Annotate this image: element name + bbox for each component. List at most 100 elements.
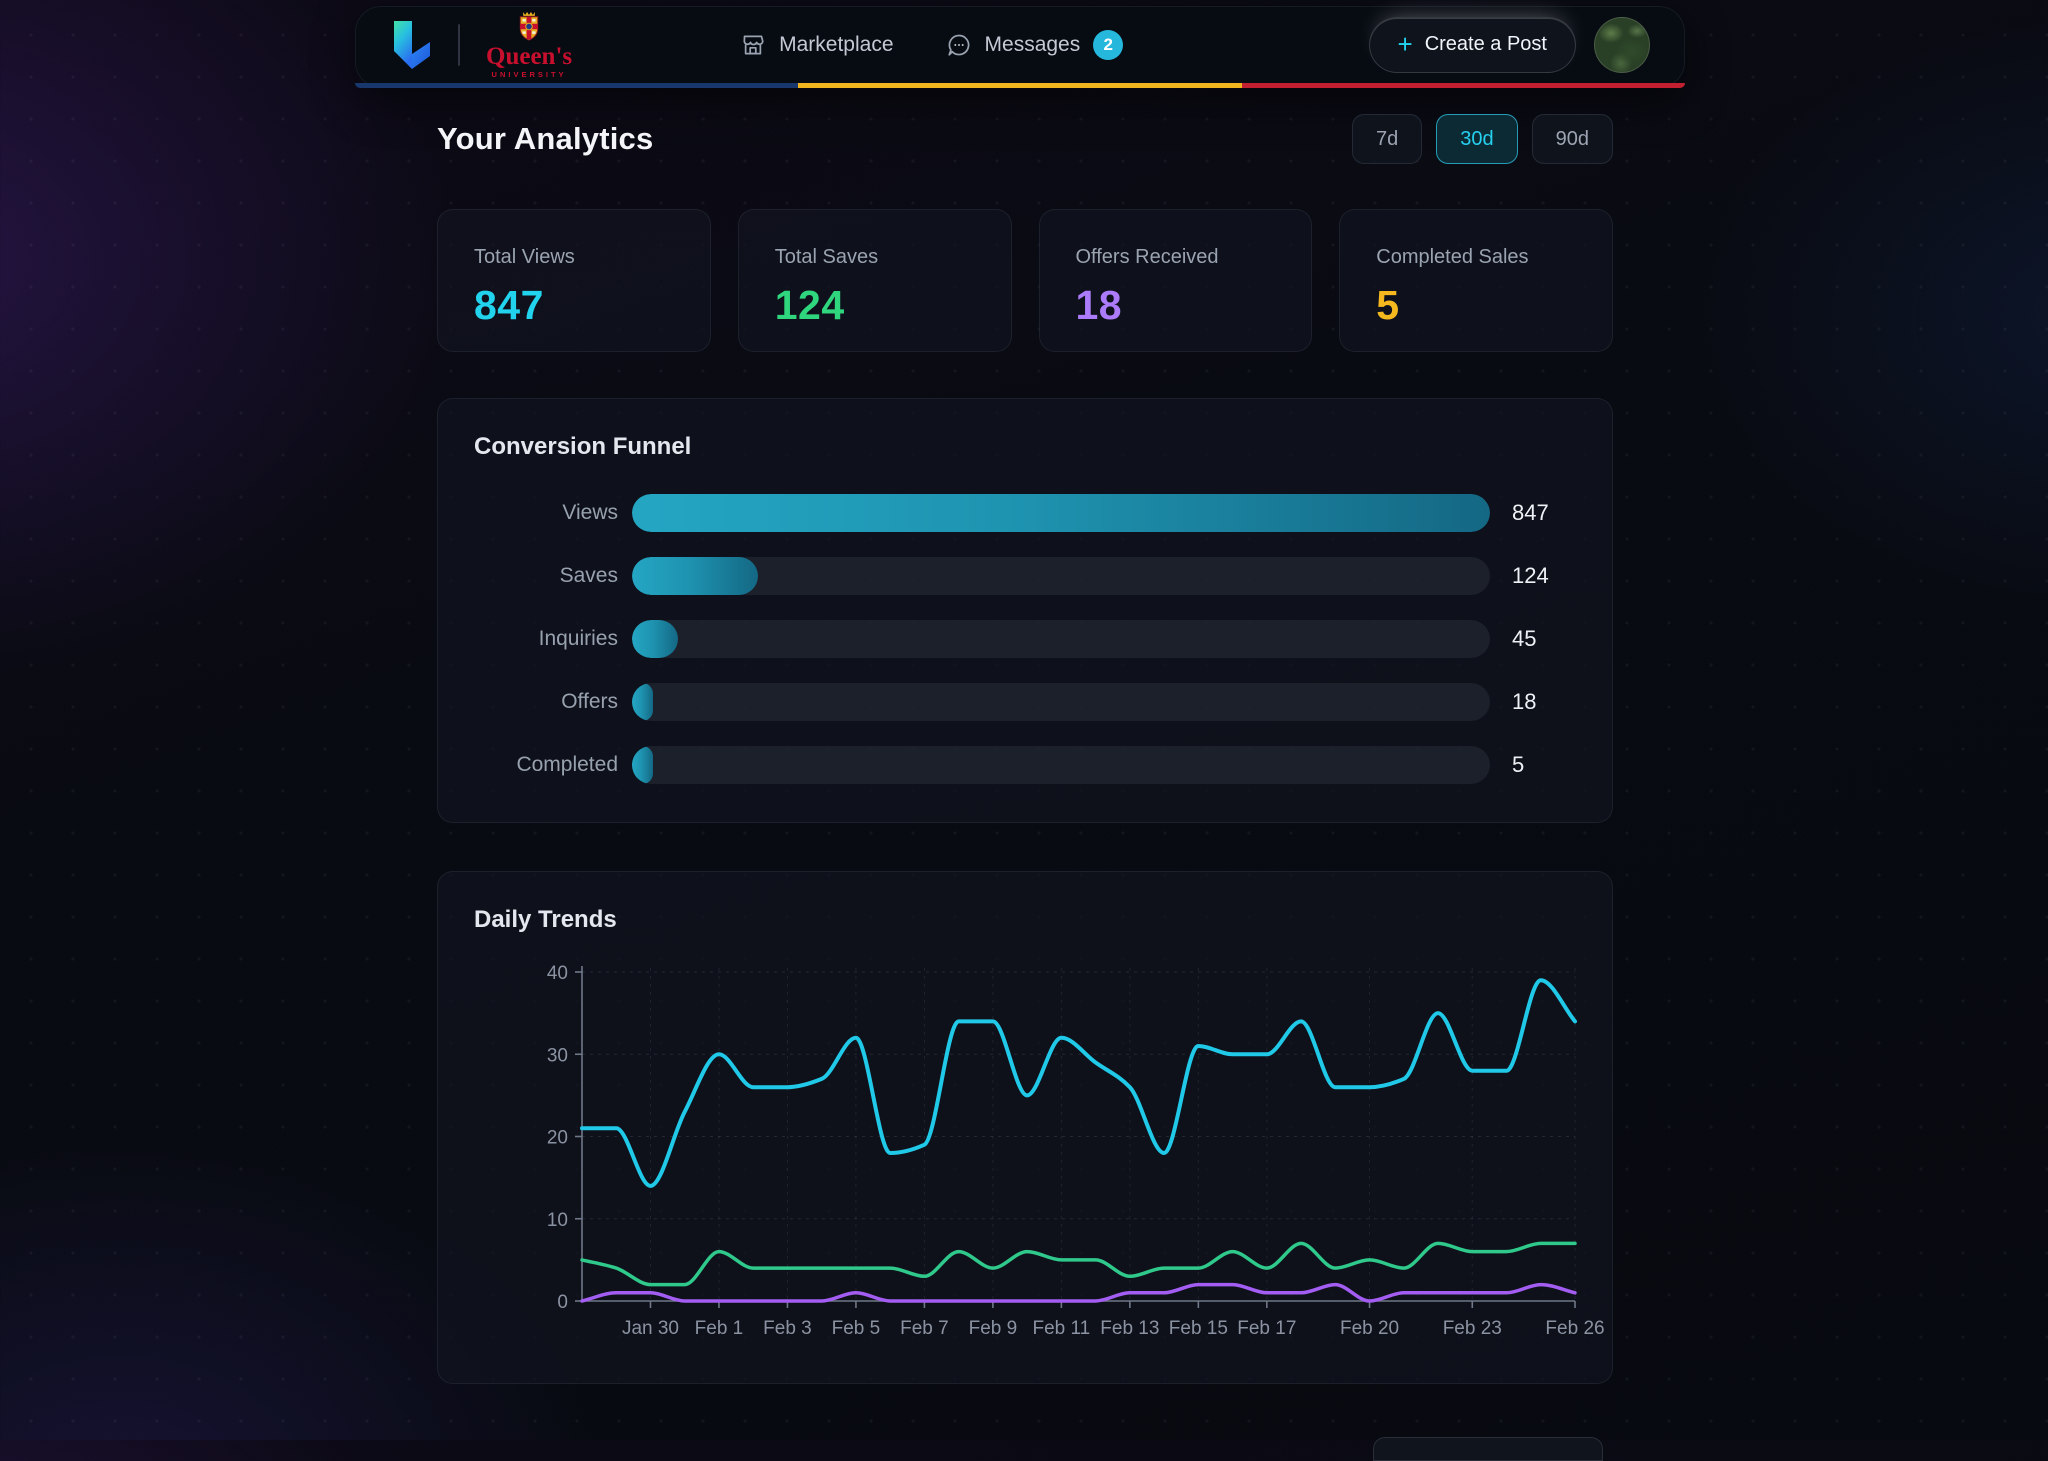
x-axis-tick-label: Feb 17 [1237,1318,1296,1339]
stat-value: 847 [474,282,544,328]
funnel-bar-fill [632,620,678,658]
x-axis-tick-label: Feb 5 [832,1318,881,1339]
stat-label: Completed Sales [1376,246,1529,268]
create-post-label: Create a Post [1424,33,1547,55]
stat-card-completed-sales: Completed Sales 5 [1339,209,1613,352]
funnel-row-label: Views [562,501,618,524]
x-axis-tick-label: Jan 30 [622,1318,679,1339]
funnel-bar-fill [632,494,1490,532]
funnel-rows: Views 847 Saves 124 Inquiries 45 Offers … [474,494,1576,784]
funnel-bar-fill [632,557,758,595]
conversion-funnel-card: Conversion Funnel Views 847 Saves 124 In… [437,398,1613,823]
funnel-row-value: 18 [1512,689,1537,714]
page-header: Your Analytics 7d 30d 90d [437,113,1613,165]
x-axis-tick-label: Feb 1 [695,1318,744,1339]
x-axis-tick-label: Feb 26 [1545,1318,1604,1339]
stat-value: 5 [1376,282,1400,328]
nav-menu: Marketplace Messages 2 [740,29,1124,60]
x-axis-tick-label: Feb 20 [1340,1318,1399,1339]
y-axis-tick-label: 20 [547,1128,568,1149]
x-axis-tick-label: Feb 13 [1100,1318,1159,1339]
queens-wordmark-sub: UNIVERSITY [491,70,567,80]
messages-count-badge: 2 [1093,29,1124,60]
funnel-bar-fill [632,746,653,784]
funnel-bar-track [632,683,1490,721]
navbar-actions: + Create a Post [1368,16,1650,73]
analytics-page: Your Analytics 7d 30d 90d Total Views 84… [437,0,1613,1461]
nav-item-label: Messages [984,32,1081,56]
x-axis-tick-label: Feb 15 [1169,1318,1228,1339]
funnel-bar-track [632,620,1490,658]
daily-trends-chart: 0 10 20 30 40 Jan 30 Feb 1 Feb 3 Feb 5 Feb 7 Feb 9… [474,949,1605,1349]
stats-row: Total Views 847 Total Saves 124 Offers R… [437,209,1613,352]
stat-card-total-views: Total Views 847 [437,209,711,352]
funnel-bar-track [632,746,1490,784]
funnel-bar-fill [632,683,653,721]
x-axis-tick-label: Feb 23 [1443,1318,1502,1339]
chat-icon [947,34,969,56]
funnel-row-saves: Saves 124 [474,557,1576,595]
y-axis-tick-label: 30 [547,1045,568,1066]
trends-title: Daily Trends [474,906,617,933]
funnel-row-label: Inquiries [538,627,618,650]
partially-visible-card [1373,1437,1603,1461]
funnel-bar-track [632,557,1490,595]
app-logo-glyph [394,20,430,69]
nav-divider [458,23,460,66]
funnel-row-views: Views 847 [474,494,1576,532]
range-button-30d[interactable]: 30d [1436,114,1518,164]
page-title: Your Analytics [437,121,654,156]
funnel-row-label: Saves [559,564,618,587]
x-axis-tick-label: Feb 11 [1033,1318,1091,1339]
y-axis-tick-label: 40 [547,963,568,984]
create-post-button[interactable]: + Create a Post [1368,16,1576,73]
app-logo-icon[interactable] [392,19,432,71]
series-line-views [580,978,1577,1188]
user-avatar[interactable] [1594,16,1650,73]
x-axis-tick-label: Feb 7 [900,1318,949,1339]
nav-item-label: Marketplace [779,32,894,56]
funnel-row-value: 124 [1512,563,1549,588]
navbar-brand-group: Queen's UNIVERSITY [392,10,572,79]
funnel-title: Conversion Funnel [474,433,692,460]
plus-icon: + [1397,28,1413,59]
x-axis-tick-label: Feb 3 [763,1318,812,1339]
stat-label: Offers Received [1075,246,1219,268]
funnel-row-completed: Completed 5 [474,746,1576,784]
stat-label: Total Saves [774,246,879,268]
tricolor-red [1241,83,1685,88]
range-button-90d[interactable]: 90d [1531,114,1613,164]
queens-crest-icon [519,12,539,41]
time-range-group: 7d 30d 90d [1352,114,1613,164]
range-button-7d[interactable]: 7d [1352,114,1423,164]
stat-value: 124 [774,282,845,328]
tricolor-gold [798,83,1242,88]
series-line-offers [580,1282,1577,1303]
stat-card-total-saves: Total Saves 124 [737,209,1012,352]
daily-trends-card: Daily Trends 0 10 20 30 40 Jan 30 Feb 1 Feb 3 Fe… [437,871,1613,1384]
funnel-row-label: Offers [561,690,618,713]
tricolor-blue [355,83,799,88]
series-line-saves [580,1241,1577,1287]
funnel-row-value: 45 [1512,626,1537,651]
x-axis-tick-label: Feb 9 [969,1318,1018,1339]
storefront-icon [743,34,764,55]
queens-tricolor-bar [355,83,1685,88]
y-axis-tick-label: 0 [557,1292,568,1313]
stat-value: 18 [1075,282,1123,328]
stat-label: Total Views [474,246,575,268]
y-axis-tick-label: 10 [547,1210,568,1231]
funnel-row-value: 847 [1512,500,1549,525]
trends-chart-svg: 0 10 20 30 40 Jan 30 Feb 1 Feb 3 Feb 5 Feb 7 Feb 9… [547,963,1605,1339]
funnel-row-offers: Offers 18 [474,683,1576,721]
queens-wordmark: Queen's [486,43,573,71]
navbar: Queen's UNIVERSITY Marketplace Messages … [355,6,1685,88]
stat-card-offers-received: Offers Received 18 [1038,209,1313,352]
funnel-row-inquiries: Inquiries 45 [474,620,1576,658]
funnel-row-label: Completed [516,753,618,776]
funnel-bar-track [632,494,1490,532]
funnel-row-value: 5 [1512,752,1525,777]
nav-item-marketplace[interactable]: Marketplace [740,32,894,58]
nav-item-messages[interactable]: Messages 2 [946,29,1124,60]
queens-university-logo[interactable]: Queen's UNIVERSITY [486,10,572,79]
